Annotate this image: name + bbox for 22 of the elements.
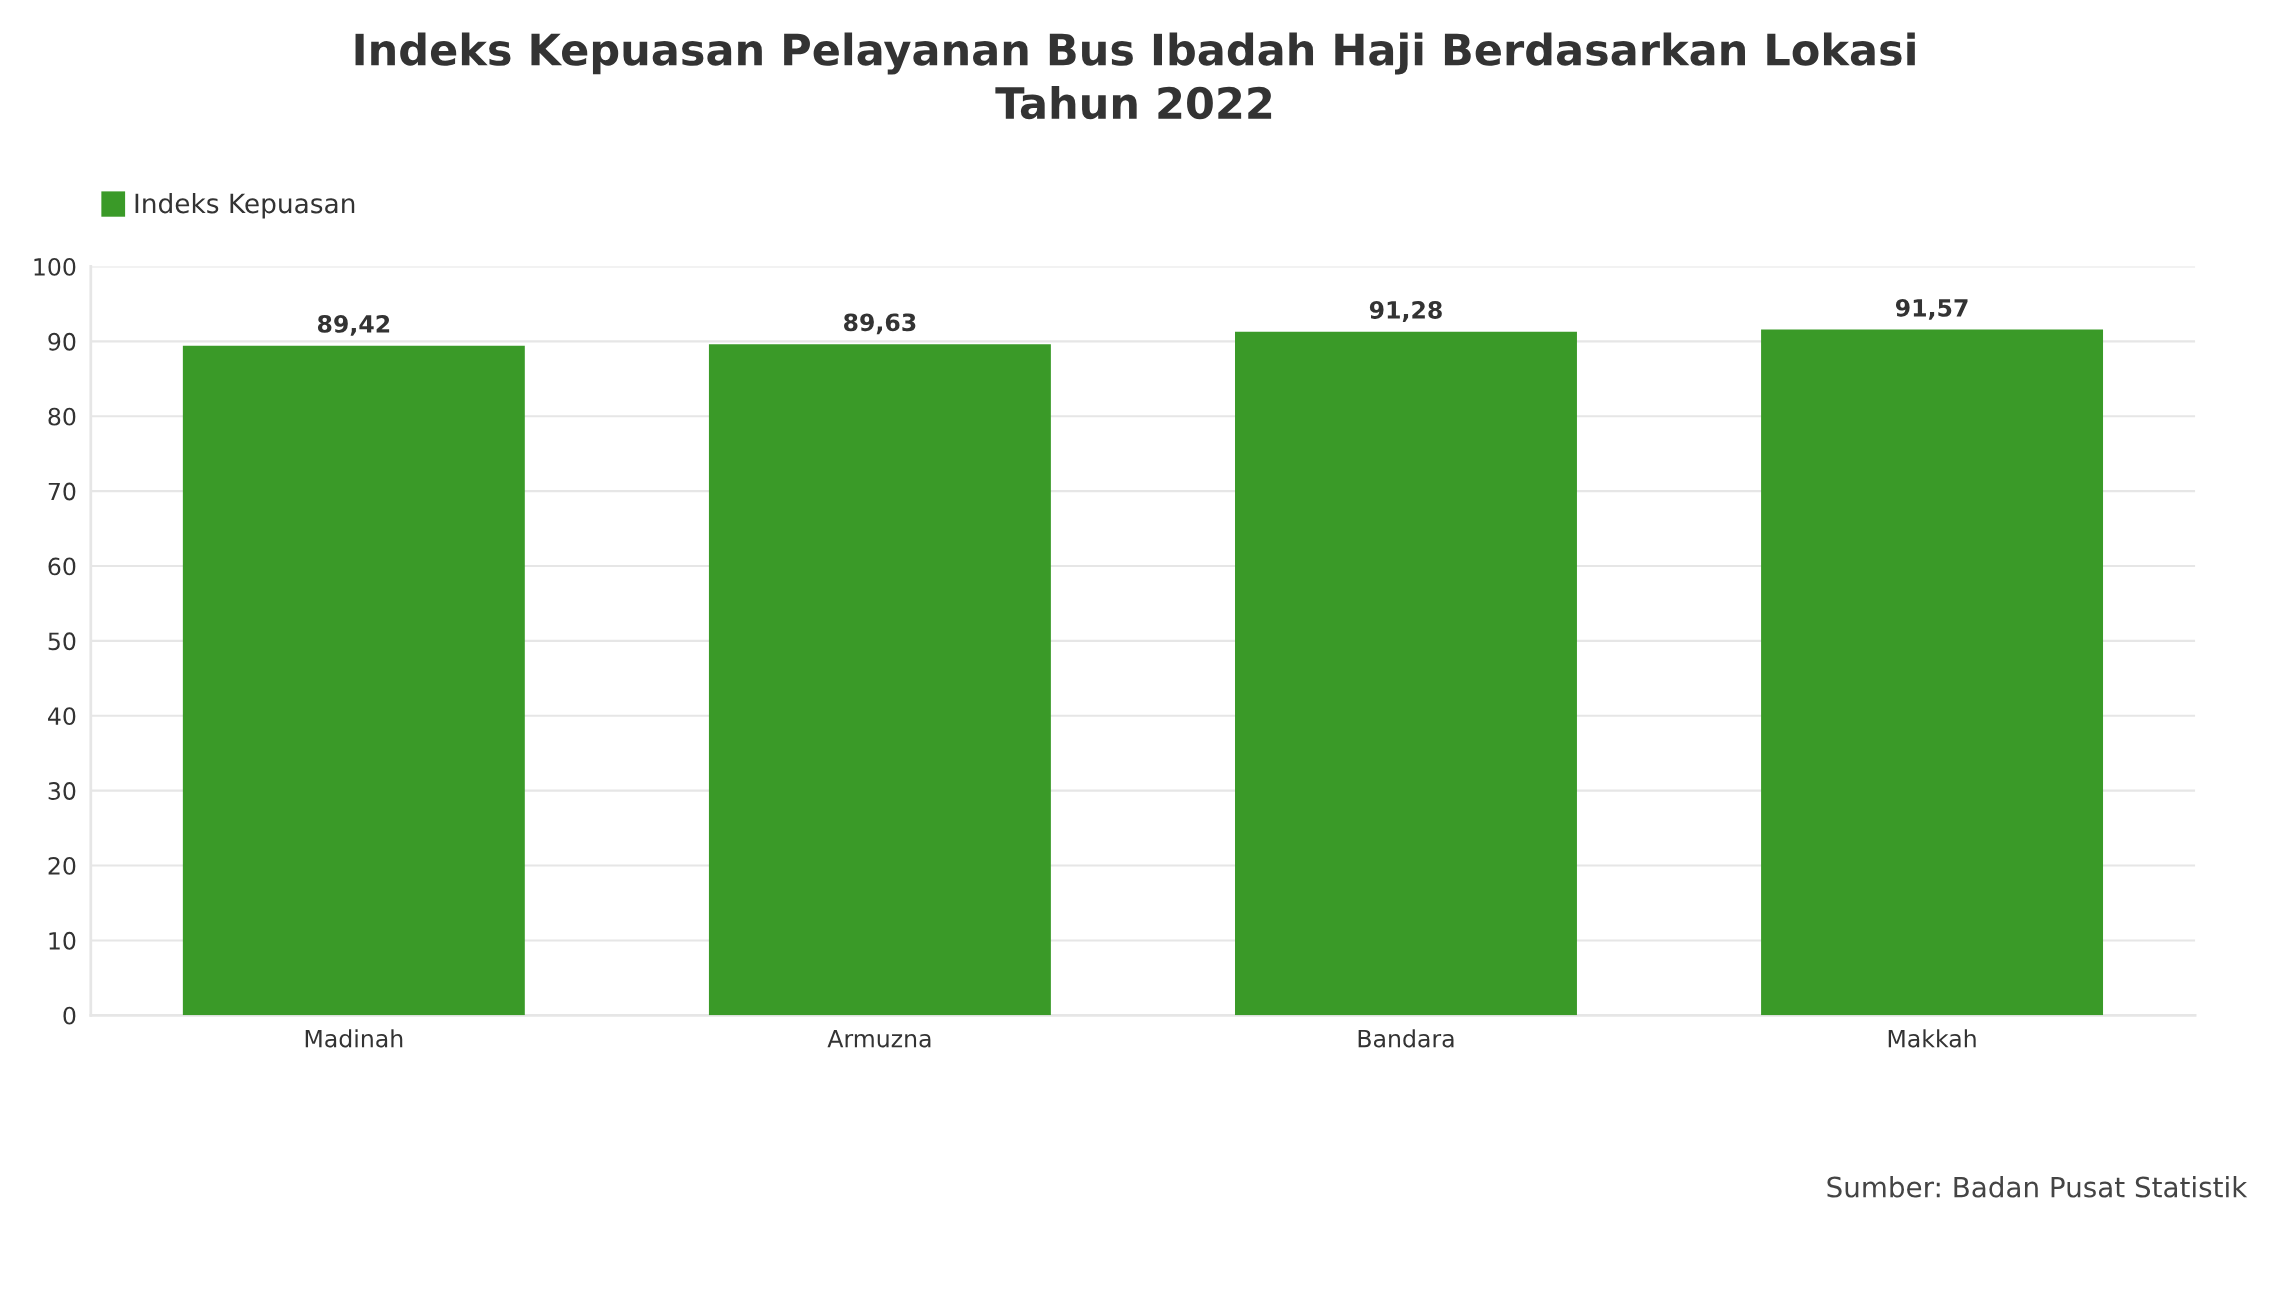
y-tick-label: 100 bbox=[34, 257, 76, 276]
y-tick-label: 80 bbox=[48, 407, 76, 426]
y-tick-label: 0 bbox=[63, 1006, 76, 1025]
y-tick-label: 20 bbox=[48, 856, 76, 875]
x-tick-label: Madinah bbox=[305, 1029, 403, 1048]
y-tick-label: 70 bbox=[48, 482, 76, 501]
text: Sumber: Badan Pusat Statistik bbox=[1827, 1176, 2248, 1198]
legend-label: Indeks Kepuasan bbox=[135, 192, 355, 219]
data-label: 89,42 bbox=[317, 314, 390, 336]
y-tick-label: 30 bbox=[48, 782, 76, 800]
y-tick-label: 40 bbox=[48, 707, 76, 726]
y-tick-label: 60 bbox=[48, 557, 76, 576]
data-label: 91,57 bbox=[1895, 298, 1968, 320]
y-tick-label: 50 bbox=[48, 632, 76, 651]
x-tick-label: Armuzna bbox=[827, 1029, 931, 1048]
x-tick-label: Makkah bbox=[1888, 1029, 1976, 1048]
y-tick-label: 90 bbox=[48, 332, 76, 351]
x-tick-label: Bandara bbox=[1358, 1029, 1454, 1048]
chart-title: Indeks Kepuasan Pelayanan Bus Ibadah Haji Berdasarkan Lokasi Tahun 2022 bbox=[355, 32, 1915, 120]
y-tick-label: 10 bbox=[49, 931, 76, 950]
data-label: 89,63 bbox=[844, 313, 916, 335]
data-label: 91,28 bbox=[1369, 301, 1442, 322]
